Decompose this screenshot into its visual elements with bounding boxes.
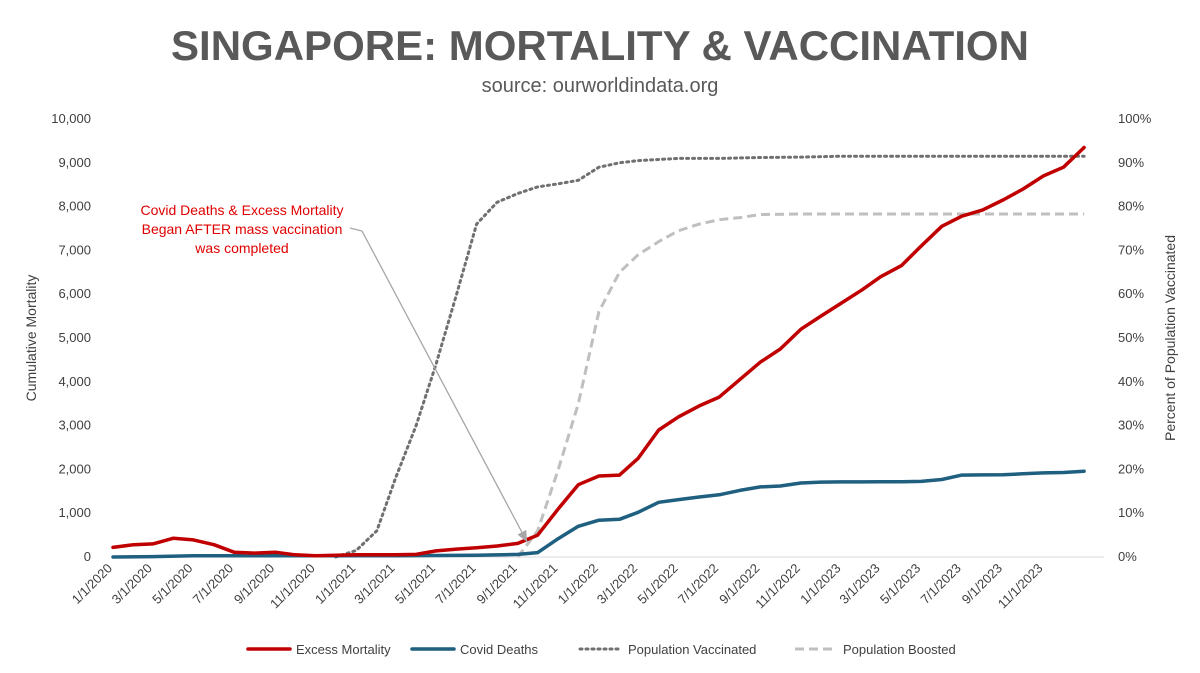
annotation-arrowhead xyxy=(517,529,528,542)
annotation-text-line: Covid Deaths & Excess Mortality xyxy=(140,202,343,218)
y-tick-label: 7,000 xyxy=(58,242,91,257)
x-tick-label: 3/1/2020 xyxy=(109,561,155,607)
y2-tick-label: 60% xyxy=(1118,286,1144,301)
y-tick-label: 0 xyxy=(84,549,91,564)
annotation-arrow-line xyxy=(349,227,528,543)
x-tick-label: 11/1/2022 xyxy=(752,561,803,612)
x-tick-label: 7/1/2021 xyxy=(432,561,478,607)
x-tick-label: 5/1/2020 xyxy=(149,561,195,607)
legend-label: Population Vaccinated xyxy=(628,642,756,657)
x-tick-label: 11/1/2021 xyxy=(510,561,561,612)
x-tick-label: 7/1/2022 xyxy=(675,561,721,607)
y-tick-label: 10,000 xyxy=(51,111,91,126)
x-tick-label: 1/1/2021 xyxy=(312,561,358,607)
legend-label: Population Boosted xyxy=(843,642,956,657)
annotation-text-line: was completed xyxy=(194,240,288,256)
series-covid-deaths-line xyxy=(111,469,1086,559)
x-tick-label: 1/1/2023 xyxy=(797,561,843,607)
y-tick-label: 3,000 xyxy=(58,418,91,433)
y2-tick-label: 70% xyxy=(1118,242,1144,257)
y2-tick-label: 90% xyxy=(1118,155,1144,170)
y2-tick-label: 0% xyxy=(1118,549,1137,564)
y2-tick-label: 20% xyxy=(1118,461,1144,476)
y-axis-title: Cumulative Mortality xyxy=(23,275,39,402)
x-tick-label: 7/1/2023 xyxy=(917,561,963,607)
y2-tick-label: 100% xyxy=(1118,111,1152,126)
y2-tick-label: 50% xyxy=(1118,330,1144,345)
x-tick-label: 5/1/2023 xyxy=(877,561,923,607)
y2-tick-label: 10% xyxy=(1118,505,1144,520)
y2-tick-label: 30% xyxy=(1118,418,1144,433)
x-tick-label: 5/1/2021 xyxy=(392,561,438,607)
legend-label: Excess Mortality xyxy=(296,642,391,657)
x-tick-label: 1/1/2020 xyxy=(69,561,115,607)
x-tick-label: 11/1/2020 xyxy=(267,561,318,612)
y-tick-label: 9,000 xyxy=(58,155,91,170)
legend-label: Covid Deaths xyxy=(460,642,539,657)
x-tick-label: 3/1/2022 xyxy=(594,561,640,607)
y-tick-label: 5,000 xyxy=(58,330,91,345)
series-population-boosted-line xyxy=(516,212,1085,558)
chart-subtitle: source: ourworldindata.org xyxy=(482,75,719,97)
y2-tick-label: 40% xyxy=(1118,374,1144,389)
y-tick-label: 8,000 xyxy=(58,199,91,214)
series-population-vaccinated-line xyxy=(334,154,1086,559)
x-tick-label: 3/1/2023 xyxy=(836,561,882,607)
annotation-text-line: Began AFTER mass vaccination xyxy=(142,221,343,237)
x-tick-label: 5/1/2022 xyxy=(634,561,680,607)
x-tick-label: 11/1/2023 xyxy=(995,561,1046,612)
x-tick-label: 1/1/2022 xyxy=(555,561,601,607)
plot-area: 0 1,000 2,000 3,000 4,000 5,000 6,000 7,000 8,00… xyxy=(23,111,1178,657)
chart-title: SINGAPORE: MORTALITY & VACCINATION xyxy=(171,22,1029,69)
y-tick-label: 2,000 xyxy=(58,461,91,476)
y2-tick-label: 80% xyxy=(1118,199,1144,214)
series-excess-mortality-line xyxy=(111,145,1086,558)
x-tick-label: 3/1/2021 xyxy=(351,561,397,607)
y2-axis-title: Percent of Population Vaccinated xyxy=(1162,235,1178,441)
y-tick-label: 1,000 xyxy=(58,505,91,520)
y-tick-label: 6,000 xyxy=(58,286,91,301)
y-tick-label: 4,000 xyxy=(58,374,91,389)
x-tick-label: 7/1/2020 xyxy=(190,561,236,607)
